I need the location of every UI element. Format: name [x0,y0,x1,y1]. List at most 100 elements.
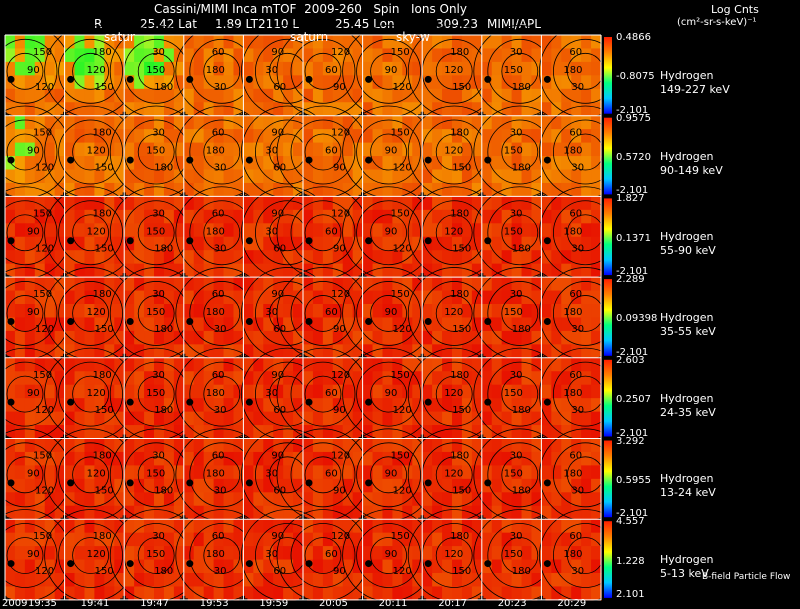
contour-label: 180 [206,65,225,76]
contour-label: 90 [385,549,398,560]
colorbar-max: 0.9575 [616,112,651,124]
contour-label: 180 [93,289,112,300]
colorbar-mid: 0.1371 [616,232,651,244]
colorbar-max: 2.603 [616,354,645,366]
contour-label: 90 [385,146,398,157]
heatmap-cell [276,509,370,602]
contour-label: 150 [95,82,114,93]
contour-label: 150 [504,469,523,480]
time-tick: 19:59 [259,598,289,609]
energy-range: 5-13 keV [660,567,709,581]
heatmap-cell [407,24,501,118]
time-tick: 19:41 [80,598,110,609]
colorbar-min: -2.101 [616,266,649,278]
contour-label: 150 [33,128,52,139]
contour-label: 90 [27,226,40,237]
colorbar [604,279,612,356]
contour-label: 120 [331,370,350,381]
colorbar [604,440,612,518]
contour-label: 60 [212,531,225,542]
energy-range: 35-55 keV [660,324,716,338]
contour-label: 120 [87,226,106,237]
contour-label: 90 [333,243,346,254]
contour-label: 150 [95,405,114,416]
contour-label: 150 [146,226,165,237]
contour-label: 90 [27,549,40,560]
date-stub: 2009 [2,598,28,609]
heatmap-cell [342,509,436,602]
contour-label: 150 [391,47,410,58]
contour-label: 150 [504,307,523,318]
contour-label: 180 [93,531,112,542]
contour-label: 150 [146,388,165,399]
contour-label: 120 [444,146,463,157]
time-tick: 19:35 [28,598,57,609]
species-label: Hydrogen 55-90 keV [660,230,716,258]
contour-label: 30 [571,82,584,93]
contour-label: 120 [87,307,106,318]
contour-label: 30 [152,128,165,139]
contour-label: 180 [93,208,112,219]
contour-label: 180 [512,163,531,174]
contour-label: 180 [450,208,469,219]
contour-label: 90 [271,47,284,58]
contour-label: 30 [265,65,278,76]
species-name: Hydrogen [660,553,714,567]
contour-label: 150 [391,531,410,542]
heatmap-cell [407,267,501,360]
contour-label: 30 [510,451,523,462]
contour-label: 150 [146,146,165,157]
contour-label: 30 [510,47,523,58]
contour-label: 180 [154,405,173,416]
contour-label: 180 [93,47,112,58]
heatmap-cell [109,186,203,280]
contour-label: 120 [35,324,54,335]
colorbar-min: -2.101 [616,104,649,116]
contour-label: 120 [444,469,463,480]
contour-label: 90 [271,531,284,542]
contour-label: 150 [95,566,114,577]
contour-label: 150 [33,451,52,462]
contour-label: 30 [152,47,165,58]
energy-range: 55-90 keV [660,244,716,258]
contour-label: 120 [331,47,350,58]
contour-label: 180 [206,549,225,560]
heatmap-cell [44,105,137,199]
contour-label: 90 [27,65,40,76]
contour-label: 30 [265,146,278,157]
contour-label: 60 [569,208,582,219]
contour-label: 180 [512,82,531,93]
contour-label: 30 [152,289,165,300]
r-label: R [94,17,103,31]
energy-range: 149-227 keV [660,82,730,96]
contour-label: 150 [146,469,165,480]
species-name: Hydrogen [660,230,714,244]
contour-label: 120 [35,566,54,577]
heatmap-cell [539,509,632,602]
colorbar-min: -2.101 [616,185,649,197]
contour-label: 150 [146,65,165,76]
contour-label: 60 [325,65,338,76]
contour-label: 90 [27,388,40,399]
contour-label: 90 [27,469,40,480]
contour-label: 90 [271,289,284,300]
contour-label: 30 [510,370,523,381]
contour-label: 180 [206,388,225,399]
lat-readout: 25.42 Lat [140,17,197,31]
contour-label: 60 [212,128,225,139]
heatmap-cell [276,267,370,360]
contour-label: 30 [265,549,278,560]
contour-label: 30 [214,82,227,93]
heatmap-cell [276,24,370,118]
heatmap-cell [539,186,632,280]
contour-label: 150 [146,549,165,560]
heatmap-cell [240,267,334,360]
colorbar-mid: -0.8075 [616,71,655,83]
heatmap-cell [276,186,370,280]
time-tick: 20:29 [557,598,587,609]
contour-label: 180 [154,324,173,335]
contour-label: 150 [146,307,165,318]
species-label: Hydrogen 24-35 keV [660,392,716,420]
contour-label: 150 [391,289,410,300]
contour-label: 180 [563,388,582,399]
